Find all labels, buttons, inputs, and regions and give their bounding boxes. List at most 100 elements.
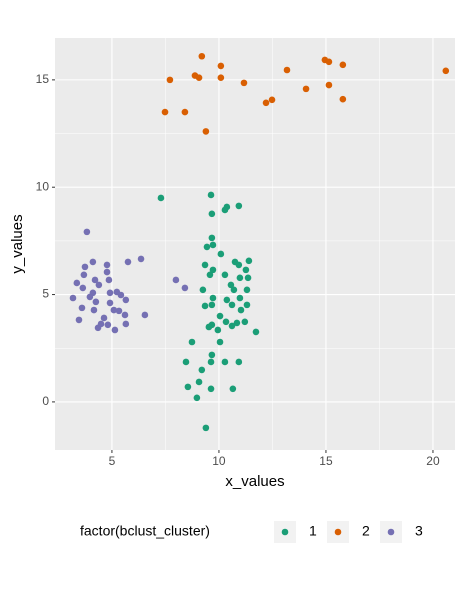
point — [221, 358, 229, 366]
point — [230, 286, 238, 294]
legend-title: factor(bclust_cluster) — [80, 523, 210, 539]
point — [240, 79, 248, 87]
point — [92, 298, 100, 306]
y-axis-title: y_values — [9, 214, 26, 273]
point — [75, 316, 83, 324]
point — [236, 294, 244, 302]
point — [103, 268, 111, 276]
point — [202, 128, 210, 135]
point — [79, 284, 87, 292]
point — [122, 320, 130, 328]
point — [100, 314, 108, 322]
point — [201, 302, 209, 310]
point — [81, 263, 89, 271]
point — [228, 322, 236, 330]
point — [110, 306, 118, 314]
y-tick-label: 0 — [42, 394, 49, 408]
point — [69, 294, 77, 302]
point — [207, 385, 215, 393]
point — [207, 358, 215, 366]
point — [115, 307, 123, 315]
point — [302, 85, 310, 93]
y-tick-label: 5 — [42, 287, 49, 301]
point — [89, 258, 97, 266]
point — [235, 261, 243, 269]
point — [78, 304, 86, 312]
point — [199, 286, 207, 294]
point — [208, 301, 216, 309]
point — [217, 74, 225, 82]
point — [137, 255, 145, 263]
point — [325, 58, 333, 66]
point — [244, 274, 252, 282]
point — [208, 210, 216, 218]
point — [228, 301, 236, 309]
point — [193, 394, 201, 402]
y-tick-label: 15 — [36, 72, 50, 86]
point — [208, 351, 216, 359]
legend-swatch — [281, 528, 289, 536]
point — [166, 76, 174, 84]
point — [91, 276, 99, 284]
point — [201, 261, 209, 269]
point — [325, 81, 333, 89]
point — [141, 311, 149, 319]
point — [442, 67, 450, 75]
point — [217, 250, 225, 258]
point — [208, 234, 216, 242]
point — [283, 66, 291, 74]
point — [209, 241, 217, 249]
point — [236, 274, 244, 282]
point — [172, 276, 180, 284]
point — [205, 323, 213, 331]
point — [235, 358, 243, 366]
point — [105, 276, 113, 284]
point — [90, 306, 98, 314]
point — [242, 266, 250, 274]
point — [227, 281, 235, 289]
point — [198, 52, 206, 60]
point — [229, 385, 237, 393]
point — [216, 338, 224, 346]
point — [245, 257, 253, 265]
point — [241, 318, 249, 326]
point — [124, 258, 132, 266]
point — [80, 271, 88, 279]
panel — [55, 38, 455, 450]
point — [339, 95, 347, 103]
point — [198, 366, 206, 374]
point — [86, 293, 94, 301]
point — [157, 194, 165, 202]
point — [206, 271, 214, 279]
point — [268, 96, 276, 104]
point — [243, 286, 251, 294]
x-tick-label: 5 — [109, 454, 116, 468]
point — [121, 311, 129, 319]
point — [106, 289, 114, 297]
point — [182, 358, 190, 366]
point — [184, 383, 192, 391]
point — [207, 191, 215, 199]
point — [104, 321, 112, 329]
point — [252, 328, 260, 336]
point — [94, 324, 102, 332]
x-tick-label: 10 — [212, 454, 226, 468]
point — [203, 243, 211, 251]
y-tick-label: 10 — [36, 179, 50, 193]
point — [161, 108, 169, 116]
legend-label: 1 — [309, 523, 317, 539]
point — [122, 296, 130, 304]
x-axis-title: x_values — [225, 473, 284, 490]
point — [217, 62, 225, 70]
point — [95, 281, 103, 289]
point — [103, 261, 111, 269]
points — [69, 52, 450, 432]
point — [221, 271, 229, 279]
point — [243, 301, 251, 309]
point — [214, 326, 222, 334]
legend-label: 3 — [415, 523, 423, 539]
legend-label: 2 — [362, 523, 370, 539]
point — [262, 99, 270, 107]
point — [216, 312, 224, 320]
